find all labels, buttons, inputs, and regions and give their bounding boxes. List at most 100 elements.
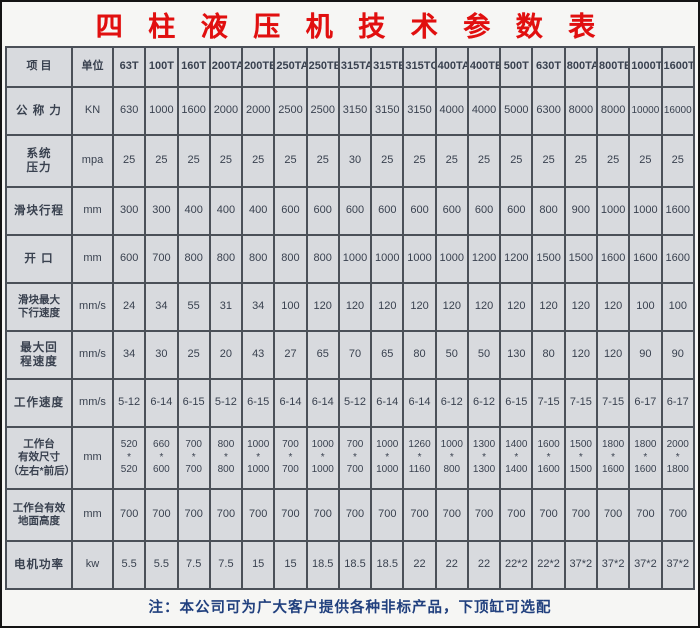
value-cell: 25 — [176, 134, 211, 188]
value-cell: 25 — [144, 134, 179, 188]
value-cell: 2000 — [241, 86, 276, 136]
column-header-model: 500T — [499, 46, 534, 88]
column-header-model: 200TB — [241, 46, 276, 88]
value-cell: 6-14 — [370, 378, 405, 428]
row-label: 电机功率 — [5, 540, 73, 590]
value-cell: 50 — [466, 330, 502, 380]
value-cell: 80 — [402, 330, 437, 380]
table-row: 系统 压力 mpa 25 25 25 25 25 25 25 30 25 25 25 25 25 25 25 25… — [5, 134, 696, 188]
value-cell: 16000 — [660, 86, 696, 136]
column-header-model: 250TA — [273, 46, 308, 88]
value-cell: 25 — [595, 134, 631, 188]
table-row: 滑块最大 下行速度 mm/s 24 34 55 31 34 100 120 120 120 120 12… — [5, 282, 696, 332]
value-cell: 6300 — [531, 86, 566, 136]
row-unit: mm — [71, 234, 114, 284]
value-cell: 1000 * 800 — [434, 426, 469, 490]
value-cell: 400 — [241, 186, 276, 236]
row-unit: mm — [71, 426, 114, 490]
value-cell: 7.5 — [208, 540, 244, 590]
value-cell: 700 — [305, 488, 340, 542]
value-cell: 65 — [305, 330, 340, 380]
value-cell: 1800 * 1600 — [628, 426, 663, 490]
value-cell: 700 — [466, 488, 502, 542]
value-cell: 1600 — [176, 86, 211, 136]
value-cell: 600 — [402, 186, 437, 236]
table-row: 最大回 程速度 mm/s 34 30 25 20 43 27 65 70 65 80 50 50 130 80… — [5, 330, 696, 380]
value-cell: 25 — [305, 134, 340, 188]
value-cell: 130 — [499, 330, 534, 380]
table-row: 工作台有效 地面高度 mm 700 700 700 700 700 700 700 700 700 7… — [5, 488, 696, 542]
row-unit: mm — [71, 186, 114, 236]
header-row: 项 目单位 63T 100T 160T 200TA 200TB 250TA 250TB 315T… — [5, 46, 696, 88]
value-cell: 600 — [111, 234, 147, 284]
value-cell: 630 — [111, 86, 147, 136]
value-cell: 25 — [563, 134, 598, 188]
value-cell: 1600 — [660, 186, 696, 236]
row-unit: mm — [71, 488, 114, 542]
value-cell: 30 — [144, 330, 179, 380]
row-unit: mpa — [71, 134, 114, 188]
row-unit: KN — [71, 86, 114, 136]
value-cell: 1000 * 1000 — [305, 426, 340, 490]
value-cell: 700 — [434, 488, 469, 542]
row-label: 系统 压力 — [5, 134, 73, 188]
value-cell: 5-12 — [111, 378, 147, 428]
table-row: 工作速度 mm/s 5-12 6-14 6-15 5-12 6-15 6-14 6-14 5-12… — [5, 378, 696, 428]
value-cell: 700 — [563, 488, 598, 542]
value-cell: 1000 * 1000 — [241, 426, 276, 490]
value-cell: 2000 — [208, 86, 244, 136]
row-label: 公 称 力 — [5, 86, 73, 136]
value-cell: 2500 — [305, 86, 340, 136]
value-cell: 34 — [241, 282, 276, 332]
value-cell: 25 — [402, 134, 437, 188]
value-cell: 1600 — [628, 234, 663, 284]
value-cell: 30 — [337, 134, 373, 188]
value-cell: 5.5 — [144, 540, 179, 590]
value-cell: 1600 — [660, 234, 696, 284]
value-cell: 100 — [628, 282, 663, 332]
value-cell: 34 — [111, 330, 147, 380]
value-cell: 300 — [144, 186, 179, 236]
value-cell: 25 — [208, 134, 244, 188]
value-cell: 55 — [176, 282, 211, 332]
value-cell: 1600 * 1600 — [531, 426, 566, 490]
value-cell: 700 — [176, 488, 211, 542]
value-cell: 700 * 700 — [273, 426, 308, 490]
value-cell: 1000 — [595, 186, 631, 236]
value-cell: 1000 * 1000 — [370, 426, 405, 490]
value-cell: 800 — [176, 234, 211, 284]
value-cell: 600 — [499, 186, 534, 236]
value-cell: 1000 — [402, 234, 437, 284]
spec-table-body: 公 称 力 KN 630 1000 1600 2000 2000 2500 2500 3150 31… — [5, 86, 696, 590]
value-cell: 700 * 700 — [337, 426, 373, 490]
value-cell: 700 — [144, 488, 179, 542]
value-cell: 800 — [241, 234, 276, 284]
value-cell: 43 — [241, 330, 276, 380]
value-cell: 50 — [434, 330, 469, 380]
row-label: 滑块行程 — [5, 186, 73, 236]
value-cell: 700 — [273, 488, 308, 542]
column-header-model: 315TB — [370, 46, 405, 88]
value-cell: 700 — [531, 488, 566, 542]
value-cell: 800 — [208, 234, 244, 284]
value-cell: 22*2 — [499, 540, 534, 590]
value-cell: 700 — [144, 234, 179, 284]
value-cell: 15 — [241, 540, 276, 590]
value-cell: 5-12 — [337, 378, 373, 428]
value-cell: 120 — [370, 282, 405, 332]
value-cell: 2500 — [273, 86, 308, 136]
value-cell: 600 — [370, 186, 405, 236]
value-cell: 1200 — [499, 234, 534, 284]
table-row: 电机功率 kw 5.5 5.5 7.5 7.5 15 15 18.5 18.5 18.5 22 22 22… — [5, 540, 696, 590]
value-cell: 120 — [531, 282, 566, 332]
column-header-model: 1000T — [628, 46, 663, 88]
value-cell: 1600 — [595, 234, 631, 284]
column-header-model: 315TA — [337, 46, 373, 88]
page-title: 四 柱 液 压 机 技 术 参 数 表 — [95, 11, 605, 42]
value-cell: 700 — [628, 488, 663, 542]
value-cell: 8000 — [563, 86, 598, 136]
value-cell: 1000 — [337, 234, 373, 284]
row-unit: mm/s — [71, 330, 114, 380]
column-header-model: 1600T — [660, 46, 696, 88]
